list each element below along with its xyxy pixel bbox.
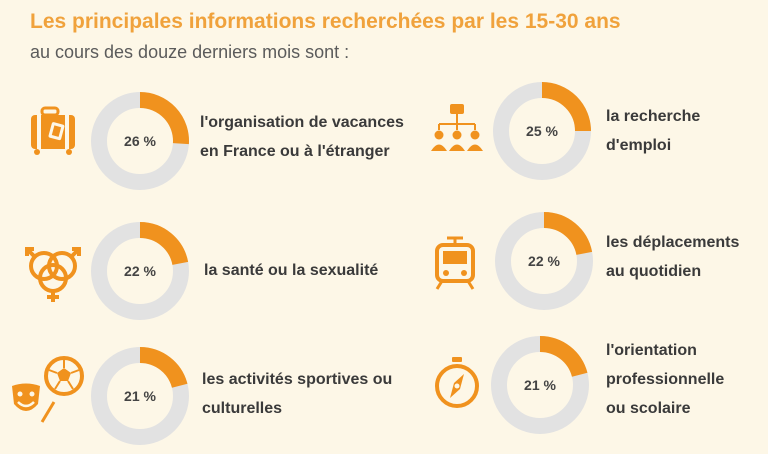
donut-arc: [539, 336, 588, 378]
org-chart-icon: [431, 104, 483, 151]
donut-emploi: 25 %: [493, 82, 591, 180]
donut-deplacements: 22 %: [495, 212, 593, 310]
tram-icon: [435, 236, 475, 290]
donut-activites: 21 %: [91, 347, 189, 445]
donut-value-label: 22 %: [124, 263, 156, 279]
info-label: les activités sportives ou culturelles: [202, 371, 393, 417]
donut-track: [493, 82, 591, 180]
donut-vacances: 26 %: [91, 92, 189, 190]
donut-sante: 22 %: [91, 222, 189, 320]
donut-track: [91, 92, 189, 190]
info-label: l'organisation de vacances en France ou …: [200, 114, 404, 160]
donut-track: [491, 336, 589, 434]
donut-value-label: 25 %: [526, 123, 558, 139]
suitcase-icon: [31, 106, 75, 155]
gender-symbols-icon: [25, 247, 81, 302]
donut-arc: [543, 212, 593, 256]
donut-arc: [541, 82, 591, 132]
page-subtitle: au cours des douze derniers mois sont :: [30, 42, 350, 62]
info-label: la recherche d'emploi: [606, 108, 701, 154]
donut-value-label: 21 %: [524, 377, 556, 393]
compass-icon: [435, 357, 479, 408]
info-label: les déplacements au quotidien: [606, 234, 740, 280]
donut-track: [91, 347, 189, 445]
donut-value-label: 21 %: [124, 388, 156, 404]
donut-value-label: 22 %: [528, 253, 560, 269]
page-title: Les principales informations recherchées…: [30, 10, 621, 33]
sport-culture-icon: [12, 356, 84, 423]
donut-track: [91, 222, 189, 320]
donut-arc: [139, 347, 188, 389]
info-label: l'orientation professionnelle ou scolair…: [606, 342, 725, 417]
donut-orientation: 21 %: [491, 336, 589, 434]
info-label: la santé ou la sexualité: [204, 262, 379, 279]
donut-track: [495, 212, 593, 310]
donut-value-label: 26 %: [124, 133, 156, 149]
donut-arc: [139, 92, 189, 145]
donut-arc: [139, 222, 189, 266]
